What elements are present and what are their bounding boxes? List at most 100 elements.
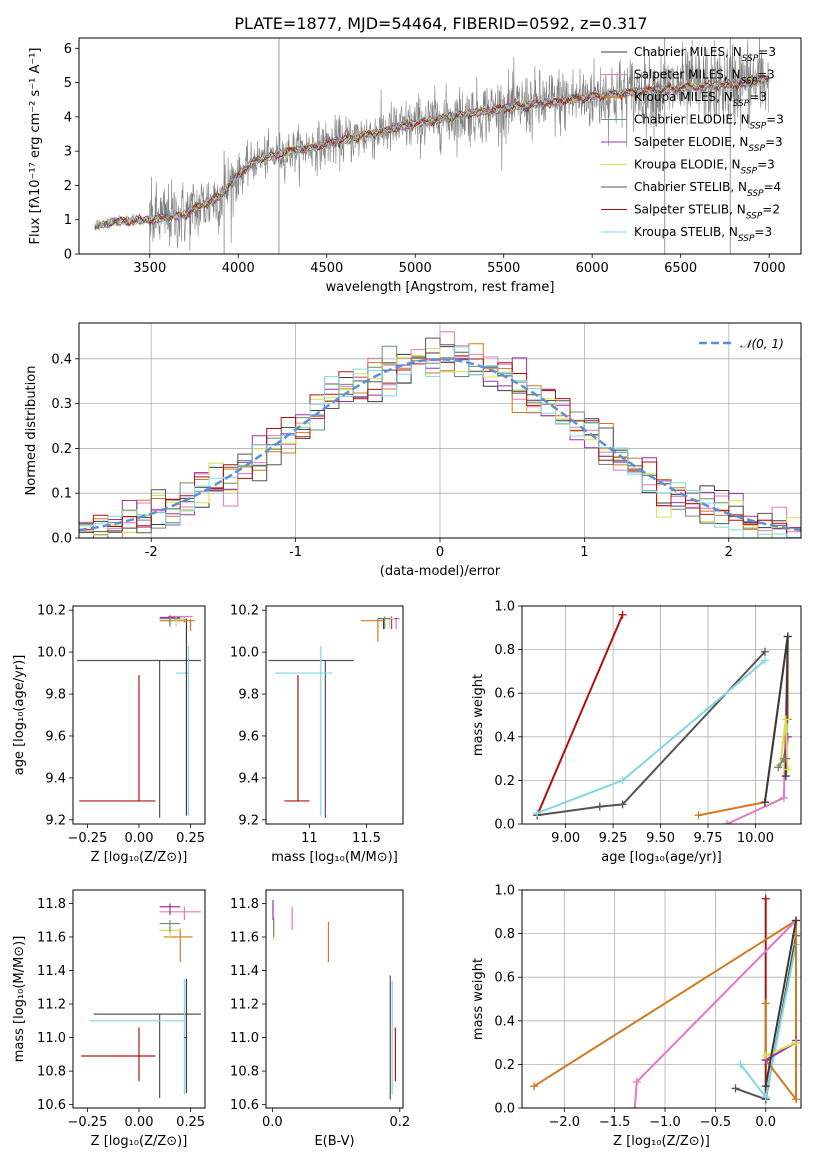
axes-frame: [265, 889, 404, 1109]
point-marker: [761, 1051, 770, 1060]
residual-histogram-plot: -2 -1 0 1 2 0.0 0.1 0.2 0.3 0.4 (data-model)/error…: [24, 322, 802, 579]
axes-frame: [72, 889, 206, 1109]
y-tick-label: 9.6: [45, 729, 66, 744]
x-tick-label: 11.5: [352, 831, 381, 846]
y-tick-label: 0.0: [494, 818, 515, 833]
x-tick-label: 0: [436, 545, 444, 560]
x-tick-label: -2: [145, 545, 158, 560]
legend-entry: 𝒩(0, 1): [740, 337, 784, 351]
point-marker: [761, 999, 770, 1008]
legend-entry: Chabrier ELODIE, NSSP=3: [634, 113, 784, 132]
y-tick-label: 10.0: [37, 646, 66, 661]
y-tick-label: 0.2: [494, 774, 515, 789]
spectrum-lines: [94, 38, 770, 254]
point-marker: [783, 632, 792, 641]
point-marker: [618, 800, 627, 809]
point-marker: [760, 656, 769, 665]
y-tick-label: 0.3: [51, 397, 72, 412]
y-tick-label: 10.2: [230, 604, 259, 619]
x-axis-label: E(B-V): [314, 1134, 354, 1149]
y-axis-label: mass [log₁₀(M/M⊙)]: [12, 936, 27, 1063]
errorbars: [81, 903, 201, 1098]
series-line: [777, 758, 785, 768]
mass-weight-series: [530, 894, 800, 1108]
y-tick-label: 9.8: [45, 688, 66, 703]
x-tick-label: 7000: [753, 261, 786, 276]
point-marker: [722, 820, 731, 824]
y-axis-label: Normed distribution: [24, 366, 39, 496]
point-marker: [791, 1095, 800, 1104]
legend-entry: Salpeter MILES, NSSP=3: [634, 68, 775, 87]
x-tick-label: −0.25: [68, 1115, 108, 1130]
y-tick-label: 11.0: [230, 1031, 259, 1046]
x-tick-label: 3500: [133, 261, 166, 276]
legend-entry: Salpeter ELODIE, NSSP=3: [634, 135, 783, 154]
x-axis-label: Z [log₁₀(Z/Z⊙)]: [613, 1134, 710, 1149]
point-marker: [761, 1093, 770, 1102]
y-tick-label: 6: [64, 42, 72, 57]
y-tick-label: 0.6: [494, 687, 515, 702]
age-vs-metallicity-plot: −0.25 0.00 0.25 9.2 9.4 9.6 9.8 10.0 10.2 Z [log₁…: [12, 604, 206, 865]
errorbars: [272, 900, 396, 1100]
point-marker: [781, 715, 790, 724]
point-marker: [530, 1082, 539, 1091]
errorbars: [77, 615, 201, 818]
x-tick-label: 0.00: [125, 1115, 154, 1130]
y-tick-label: 9.2: [45, 813, 66, 828]
point-marker: [791, 1038, 800, 1047]
axes-frame: [265, 605, 404, 825]
y-tick-label: 9.6: [238, 729, 259, 744]
y-tick-label: 11.4: [230, 964, 259, 979]
x-tick-label: 4500: [310, 261, 343, 276]
x-tick-label: 2: [725, 545, 733, 560]
y-tick-label: 10.6: [230, 1098, 259, 1113]
y-tick-label: 5: [64, 76, 72, 91]
legend-entry: Kroupa MILES, NSSP=3: [634, 90, 767, 109]
y-tick-label: 0: [64, 248, 72, 263]
model-spectrum: [94, 74, 770, 231]
y-tick-label: 9.4: [45, 771, 66, 786]
y-tick-label: 3: [64, 145, 72, 160]
series-line: [726, 636, 789, 824]
point-marker: [694, 811, 703, 820]
x-tick-label: -1: [289, 545, 302, 560]
y-axis-label: mass weight: [471, 674, 486, 756]
point-marker: [761, 894, 770, 903]
errorbars: [268, 616, 400, 818]
point-marker: [774, 763, 783, 772]
x-tick-label: 0.25: [176, 831, 205, 846]
x-tick-label: −0.5: [700, 1115, 732, 1130]
series-line: [536, 614, 624, 816]
x-tick-label: −1.5: [599, 1115, 631, 1130]
y-tick-label: 0.6: [494, 971, 515, 986]
x-tick-label: 0.0: [262, 1115, 283, 1130]
model-spectrum: [94, 77, 770, 230]
x-axis-label: mass [log₁₀(M/M⊙)]: [271, 850, 398, 865]
point-marker: [760, 798, 769, 807]
point-marker: [783, 732, 792, 741]
y-tick-label: 10.8: [37, 1065, 66, 1080]
histogram-steps: [79, 331, 801, 538]
point-marker: [791, 916, 800, 925]
y-tick-label: 9.4: [238, 771, 259, 786]
x-tick-label: 9.00: [551, 831, 580, 846]
x-tick-label: 9.50: [646, 831, 675, 846]
x-tick-label: 1: [580, 545, 588, 560]
axes-frame: [72, 605, 206, 825]
axes-frame: [78, 322, 802, 539]
x-axis-label: Z [log₁₀(Z/Z⊙)]: [91, 850, 188, 865]
series-line: [764, 920, 797, 1087]
point-marker: [595, 802, 604, 811]
y-tick-label: 11.8: [230, 897, 259, 912]
figure-title: PLATE=1877, MJD=54464, FIBERID=0592, z=0…: [234, 14, 647, 33]
x-tick-label: −1.0: [649, 1115, 681, 1130]
point-marker: [779, 754, 788, 763]
y-tick-label: 11.4: [37, 964, 66, 979]
y-tick-label: 1: [64, 213, 72, 228]
x-tick-label: 11: [301, 831, 318, 846]
x-tick-label: 9.25: [599, 831, 628, 846]
y-tick-label: 0.8: [494, 643, 515, 658]
y-tick-label: 10.6: [37, 1098, 66, 1113]
y-tick-label: 2: [64, 179, 72, 194]
